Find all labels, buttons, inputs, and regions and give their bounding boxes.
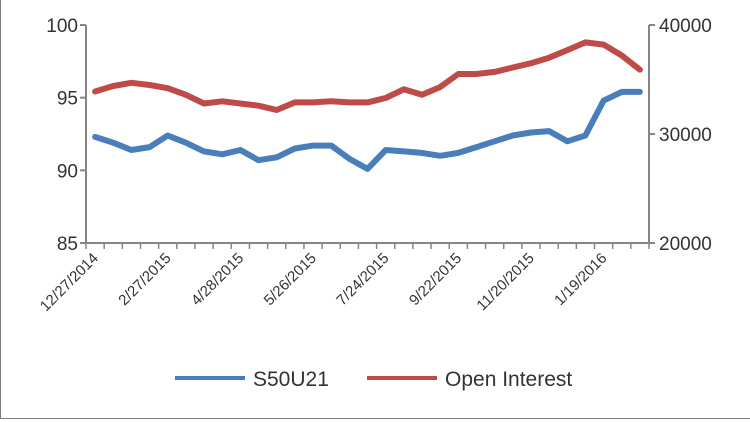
y-left-tick-label: 100 (46, 16, 78, 37)
y-left-tick-label: 95 (57, 89, 78, 110)
x-tick-label: 12/27/2014 (37, 250, 102, 315)
frame-left-edge (0, 0, 1, 418)
series-line-open-interest (92, 39, 643, 113)
x-tick-label: 4/28/2015 (188, 250, 247, 309)
x-tick-label: 1/19/2016 (551, 250, 610, 309)
series-layer (92, 39, 643, 172)
frame-bottom-edge (0, 418, 750, 419)
y-right-tick-label: 20000 (659, 234, 712, 255)
y-right-tick-label: 40000 (659, 16, 712, 37)
x-tick-label: 7/24/2015 (333, 250, 392, 309)
x-tick-label: 5/26/2015 (261, 250, 320, 309)
x-tick-label: 9/22/2015 (406, 250, 465, 309)
legend-label-s50u21: S50U21 (253, 368, 329, 391)
y-right-tick-label: 30000 (659, 125, 712, 146)
x-tick-label: 11/20/2015 (473, 250, 537, 314)
legend-label-open-interest: Open Interest (445, 368, 572, 391)
series-line-s50u21 (92, 88, 643, 172)
legend: S50U21 Open Interest (175, 368, 572, 391)
x-tick-label: 2/27/2015 (115, 250, 174, 309)
y-left-tick-label: 85 (57, 234, 78, 255)
y-left-tick-label: 90 (57, 161, 78, 182)
